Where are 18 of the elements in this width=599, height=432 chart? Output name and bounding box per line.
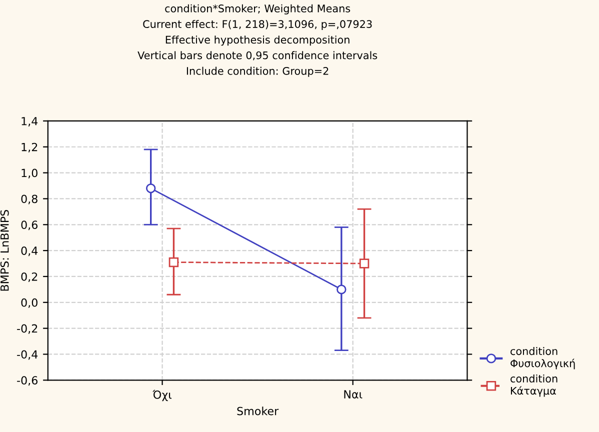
x-tick-label: Ναι — [344, 390, 362, 398]
y-tick-label: 1,0 — [22, 168, 38, 178]
y-tick-label: 0,8 — [21, 194, 38, 204]
y-axis-title: BMPS: LnBMPS — [0, 210, 9, 291]
y-tick-label: -0,4 — [17, 350, 38, 360]
y-tick-label: 0,2 — [21, 272, 38, 282]
legend-label: condition Φυσιολογική — [510, 347, 575, 370]
y-tick-label: 0,4 — [21, 246, 38, 256]
x-tick-label: Όχι — [152, 390, 172, 402]
y-tick-label: -0,6 — [17, 376, 38, 386]
y-tick-label: -0,2 — [17, 324, 38, 334]
legend-label: condition Κάταγμα — [510, 374, 558, 397]
y-tick-label: 1,4 — [22, 117, 38, 126]
chart-title: condition*Smoker; Weighted Means Current effect: F(1, 218)=3,1096, p=,07923 Effective hypothesis decomposition Vertical bars denote 0,95 confidence intervals Include condition: Group=2 — [138, 4, 378, 77]
x-axis-title: Smoker — [237, 406, 279, 416]
y-tick-label: 1,2 — [22, 142, 38, 152]
y-tick-label: 0,6 — [21, 220, 38, 230]
y-tick-label: 0,0 — [21, 298, 38, 308]
